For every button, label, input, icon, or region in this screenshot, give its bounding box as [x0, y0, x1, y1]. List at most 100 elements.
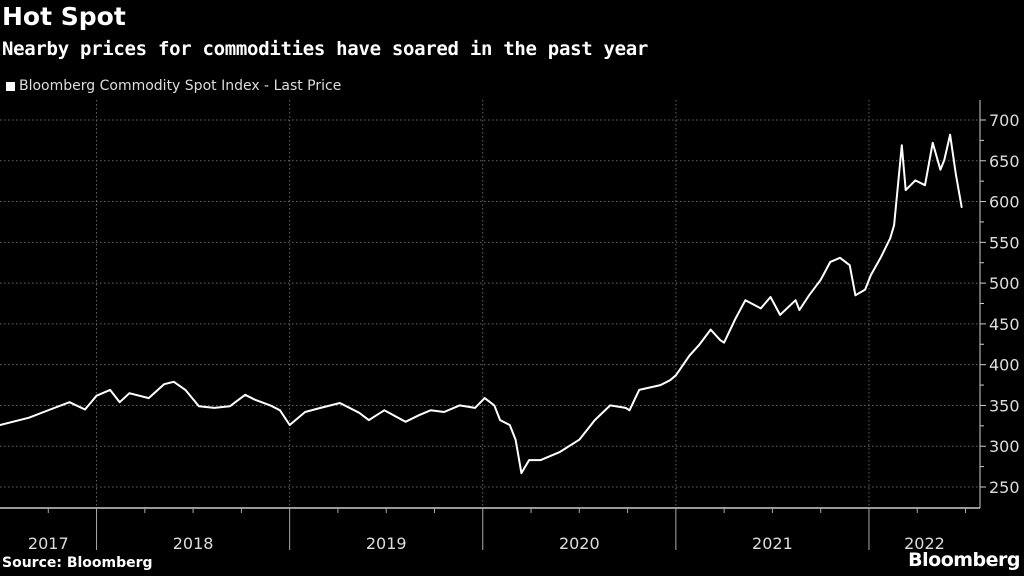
data-point [474, 407, 476, 409]
data-point [339, 402, 341, 404]
data-point [28, 416, 30, 419]
y-tick-label: 350 [989, 396, 1020, 415]
data-point [839, 257, 841, 259]
chart-title: Hot Spot [2, 2, 126, 31]
data-point [879, 257, 882, 259]
data-point [269, 404, 272, 407]
data-point [779, 314, 781, 316]
data-point [889, 237, 892, 240]
data-point [213, 407, 216, 409]
legend-label: Bloomberg Commodity Spot Index - Last Pr… [19, 78, 342, 94]
data-point [593, 419, 596, 421]
data-point [960, 206, 963, 209]
data-point [198, 405, 200, 408]
data-point [794, 299, 797, 302]
data-point [49, 408, 52, 411]
bloomberg-logo: Bloomberg [908, 549, 1020, 571]
data-point [528, 459, 530, 461]
data-point [514, 438, 517, 441]
x-tick-label: 2020 [559, 534, 600, 553]
data-point [709, 328, 712, 331]
data-point [163, 383, 165, 386]
data-point [172, 380, 175, 383]
x-tick-label: 2019 [366, 534, 407, 553]
data-point [734, 317, 737, 319]
data-point [870, 274, 872, 276]
series-line [0, 133, 963, 475]
data-point [854, 294, 857, 297]
data-point [864, 288, 866, 291]
data-point [829, 261, 832, 263]
data-point [147, 397, 150, 399]
data-point [95, 394, 98, 397]
data-point [924, 184, 926, 187]
data-point [244, 394, 247, 396]
data-point [304, 411, 306, 413]
data-point [84, 408, 86, 411]
data-point [669, 379, 671, 381]
data-point [539, 459, 542, 461]
data-point [769, 296, 772, 298]
data-point [675, 374, 677, 377]
data-point [404, 420, 407, 423]
data-point [368, 419, 370, 421]
y-tick-label: 250 [989, 478, 1020, 497]
data-point [955, 173, 957, 176]
source-note: Source: Bloomberg [2, 555, 153, 571]
data-point [698, 344, 700, 346]
data-point [118, 401, 121, 403]
data-point [900, 144, 903, 147]
data-point [458, 404, 461, 407]
data-point [493, 404, 496, 407]
data-point [508, 424, 511, 426]
x-tick-label: 2021 [752, 534, 793, 553]
y-tick-label: 600 [989, 193, 1020, 212]
y-tick-label: 500 [989, 274, 1020, 293]
x-tick-label: 2017 [28, 534, 69, 553]
data-point [688, 354, 691, 357]
y-tick-label: 400 [989, 356, 1020, 375]
data-point [744, 299, 747, 302]
y-tick-label: 550 [989, 233, 1020, 252]
data-point [279, 409, 281, 412]
data-point [943, 159, 946, 161]
data-point [559, 451, 561, 453]
data-point [848, 264, 851, 266]
data-point [719, 339, 722, 342]
data-point [184, 389, 187, 391]
data-point [949, 133, 951, 136]
data-point [288, 424, 291, 426]
chart-subtitle: Nearby prices for commodities have soare… [2, 38, 649, 60]
data-point [109, 389, 111, 391]
data-point [578, 438, 581, 441]
data-point [760, 307, 762, 310]
y-tick-label: 700 [989, 111, 1020, 130]
y-tick-label: 650 [989, 152, 1020, 171]
data-point [228, 405, 231, 408]
data-point [723, 341, 725, 344]
data-point [659, 384, 662, 386]
data-point [483, 397, 486, 399]
y-tick-label: 450 [989, 315, 1020, 334]
data-point [383, 409, 386, 412]
data-point [798, 309, 801, 311]
data-point [931, 142, 934, 144]
data-point [418, 414, 420, 417]
data-point [68, 401, 71, 403]
data-point [893, 224, 895, 227]
legend: Bloomberg Commodity Spot Index - Last Pr… [6, 78, 341, 94]
data-point [808, 294, 810, 297]
data-point [443, 411, 445, 413]
data-point [819, 279, 822, 281]
data-point [939, 168, 942, 171]
data-point [429, 409, 432, 412]
data-point [358, 411, 360, 414]
data-point [628, 409, 631, 412]
data-point [319, 407, 322, 409]
data-point [128, 392, 131, 395]
data-point [499, 419, 501, 421]
y-tick-label: 300 [989, 437, 1020, 456]
data-point [638, 389, 640, 391]
x-tick-label: 2018 [173, 534, 214, 553]
